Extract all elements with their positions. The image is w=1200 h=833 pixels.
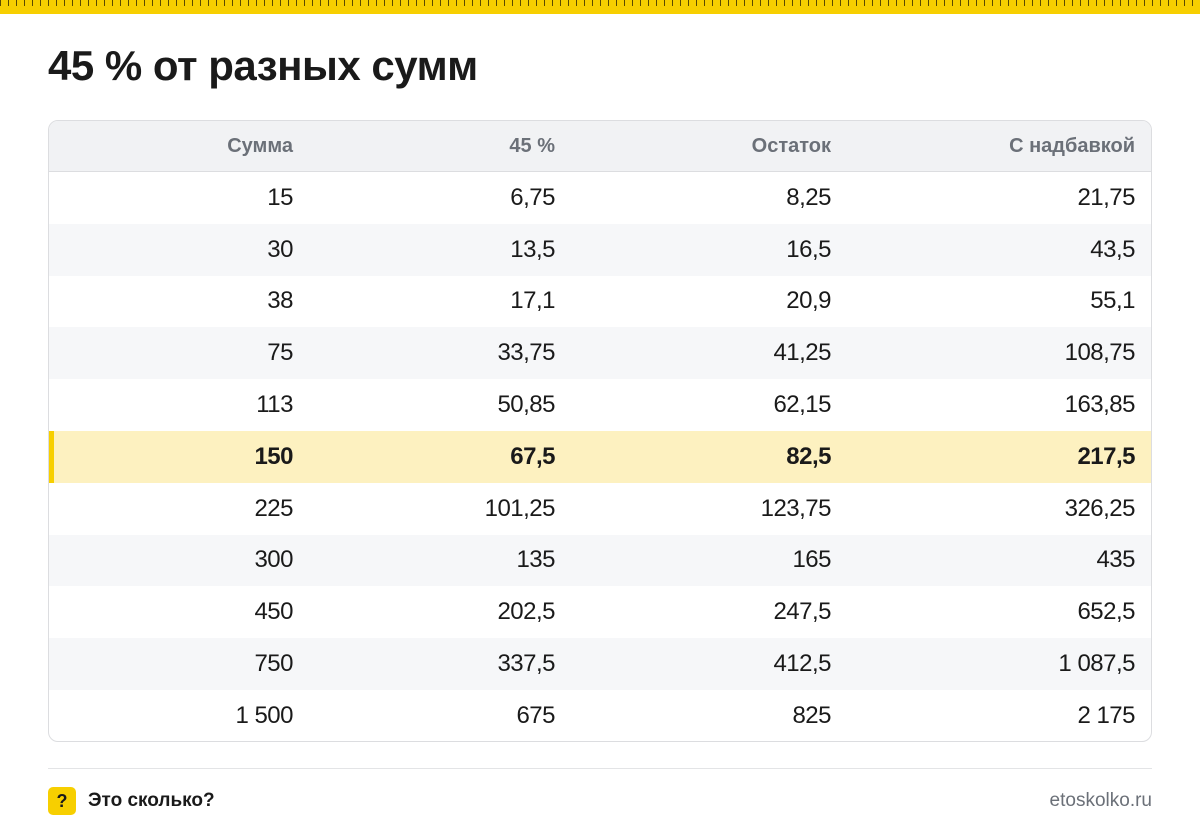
- table-cell: 123,75: [760, 494, 832, 522]
- table-cell: 41,25: [773, 339, 831, 367]
- table-cell: 108,75: [1064, 339, 1136, 367]
- column-header: Сумма: [227, 134, 293, 157]
- column-header: Остаток: [751, 134, 831, 157]
- table-cell: 450: [254, 598, 293, 626]
- column-header: С надбавкой: [1009, 134, 1135, 157]
- table-cell: 30: [267, 235, 293, 263]
- table-cell: 163,85: [1064, 391, 1136, 419]
- table-cell: 675: [516, 701, 555, 729]
- table-row: 300 135 165 435: [49, 534, 1151, 587]
- table-cell: 33,75: [497, 339, 555, 367]
- brand-icon: ?: [48, 787, 76, 815]
- table-cell: 101,25: [484, 494, 556, 522]
- highlighted-row: 150 67,5 82,5 217,5: [49, 430, 1151, 483]
- table-row: 75 33,75 41,25 108,75: [49, 327, 1151, 380]
- table-cell: 67,5: [510, 442, 555, 470]
- table-row: 38 17,1 20,9 55,1: [49, 276, 1151, 328]
- table-cell: 247,5: [773, 598, 831, 626]
- table-cell: 326,25: [1064, 494, 1136, 522]
- table-cell: 750: [254, 650, 293, 678]
- table-cell: 113: [256, 391, 293, 419]
- separator: [48, 768, 1152, 769]
- table-cell: 652,5: [1077, 598, 1135, 626]
- table-cell: 300: [254, 546, 293, 574]
- table-cell: 8,25: [786, 183, 831, 211]
- table-row: 15 6,75 8,25 21,75: [49, 172, 1151, 224]
- table-row: 1 500 675 825 2 175: [49, 690, 1151, 741]
- table-row: 750 337,5 412,5 1 087,5: [49, 638, 1151, 690]
- table-cell: 55,1: [1090, 287, 1135, 315]
- site-url: etoskolko.ru: [1049, 790, 1152, 811]
- title: 45 % от разных сумм: [48, 42, 478, 89]
- table-cell: 43,5: [1090, 235, 1135, 263]
- table-cell: 82,5: [786, 442, 831, 470]
- table-cell: 202,5: [497, 598, 555, 626]
- table-row: 113 50,85 62,15 163,85: [49, 379, 1151, 431]
- table-cell: 16,5: [786, 235, 831, 263]
- table-cell: 21,75: [1077, 183, 1135, 211]
- header-row: Сумма 45 % Остаток С надбавкой: [49, 121, 1151, 172]
- table-cell: 217,5: [1077, 442, 1135, 470]
- table-cell: 6,75: [510, 183, 555, 211]
- table-cell: 17,1: [510, 287, 555, 315]
- table-cell: 825: [792, 701, 831, 729]
- table-row: 225 101,25 123,75 326,25: [49, 483, 1151, 535]
- table: Сумма 45 % Остаток С надбавкой 15 6,75 8,25 21,…: [48, 120, 1152, 742]
- brand-name: Это сколько?: [88, 790, 215, 811]
- table-cell: 135: [516, 546, 555, 574]
- table-cell: 435: [1096, 546, 1135, 574]
- column-header: 45 %: [509, 134, 555, 157]
- table-cell: 13,5: [510, 235, 555, 263]
- table-cell: 38: [267, 287, 293, 315]
- table-cell: 337,5: [497, 650, 555, 678]
- table-cell: 20,9: [786, 287, 831, 315]
- table-row: 30 13,5 16,5 43,5: [49, 223, 1151, 276]
- table-cell: 2 175: [1077, 701, 1135, 729]
- table-cell: 150: [254, 442, 293, 470]
- table-cell: 50,85: [497, 391, 555, 419]
- table-cell: 165: [792, 546, 831, 574]
- ruler-band: [0, 0, 1200, 14]
- table-cell: 75: [267, 339, 293, 367]
- table-cell: 1 500: [235, 701, 293, 729]
- table-cell: 225: [254, 494, 293, 522]
- table-row: 450 202,5 247,5 652,5: [49, 586, 1151, 638]
- table-cell: 1 087,5: [1058, 650, 1135, 678]
- table-cell: 412,5: [773, 650, 831, 678]
- table-cell: 62,15: [773, 391, 831, 419]
- table-cell: 15: [267, 183, 293, 211]
